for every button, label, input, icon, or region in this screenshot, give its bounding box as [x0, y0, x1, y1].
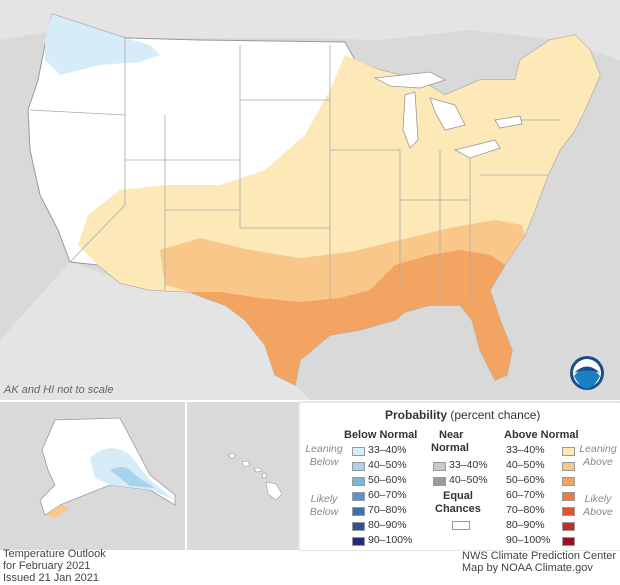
alaska-below-40-50 [110, 466, 155, 488]
below-swatch-0 [352, 447, 365, 456]
near-swatch-0 [433, 462, 446, 471]
below-label-5: 80–90% [368, 519, 407, 531]
above-label-3: 60–70% [506, 489, 545, 501]
below-normal-header: Below Normal [344, 429, 418, 441]
near-label-1: 40–50% [449, 474, 488, 486]
above-label-6: 90–100% [506, 534, 551, 546]
below-swatch-1 [352, 462, 365, 471]
mexico-region [0, 262, 310, 400]
great-lakes [373, 71, 523, 159]
above-label-2: 50–60% [506, 474, 545, 486]
leaning-below-label: Leaning Below [305, 443, 343, 468]
below-33-40-zone [45, 14, 160, 75]
below-swatch-5 [352, 522, 365, 531]
scale-note: AK and HI not to scale [4, 384, 114, 396]
near-normal-header-2: Normal [431, 442, 469, 454]
near-normal-header-1: Near [439, 429, 464, 441]
above-normal-header: Above Normal [504, 429, 579, 441]
near-swatch-1 [433, 477, 446, 486]
footer-period: for February 2021 [3, 560, 91, 572]
below-swatch-2 [352, 477, 365, 486]
below-label-3: 60–70% [368, 489, 407, 501]
footer-source: NWS Climate Prediction Center [462, 550, 617, 562]
above-50-60-zone [190, 250, 512, 385]
below-label-4: 70–80% [368, 504, 407, 516]
below-swatch-3 [352, 492, 365, 501]
hawaii-islands [227, 452, 283, 501]
above-label-4: 70–80% [506, 504, 545, 516]
above-swatch-5 [562, 522, 575, 531]
below-label-6: 90–100% [368, 534, 413, 546]
legend: Probability (percent chance) Below Norma… [300, 403, 620, 550]
below-label-0: 33–40% [368, 444, 407, 456]
footer-title: Temperature Outlook [3, 548, 106, 560]
footer-issued: Issued 21 Jan 2021 [3, 572, 100, 584]
footer-mapby: Map by NOAA Climate.gov [462, 562, 593, 574]
above-label-5: 80–90% [506, 519, 545, 531]
footer-right: NWS Climate Prediction Center Map by NOA… [462, 550, 616, 574]
above-swatch-4 [562, 507, 575, 516]
noaa-logo [570, 356, 604, 390]
leaning-above-label: Leaning Above [579, 443, 617, 468]
below-label-1: 40–50% [368, 459, 407, 471]
equal-chances-line2: Chances [435, 503, 481, 515]
above-swatch-6 [562, 537, 575, 546]
equal-chances-swatch [452, 521, 470, 530]
likely-below-label: Likely Below [309, 493, 339, 518]
footer-left: Temperature Outlook for February 2021 Is… [3, 548, 106, 584]
alaska-above-zone [45, 505, 70, 518]
above-swatch-1 [562, 462, 575, 471]
equal-chances-line1: Equal [443, 490, 473, 502]
below-swatch-4 [352, 507, 365, 516]
above-swatch-3 [562, 492, 575, 501]
near-label-0: 33–40% [449, 459, 488, 471]
legend-title-suffix: (percent chance) [450, 408, 541, 422]
above-swatch-0 [562, 447, 575, 456]
legend-title: Probability (percent chance) [385, 408, 540, 422]
above-label-1: 40–50% [506, 459, 545, 471]
likely-above-label: Likely Above [583, 493, 613, 518]
canada-region [0, 0, 620, 60]
above-swatch-2 [562, 477, 575, 486]
below-swatch-6 [352, 537, 365, 546]
above-label-0: 33–40% [506, 444, 545, 456]
hawaii-inset [187, 402, 298, 550]
legend-title-main: Probability [385, 408, 448, 422]
below-label-2: 50–60% [368, 474, 407, 486]
